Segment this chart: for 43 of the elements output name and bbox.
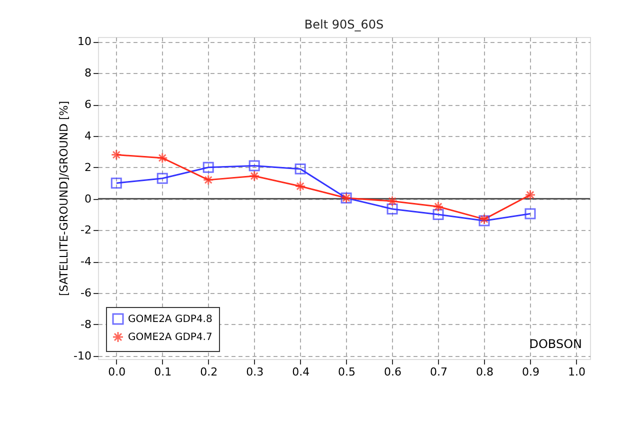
x-tick-label: 0.5 (338, 366, 356, 378)
point (156, 172, 168, 184)
point (110, 149, 122, 160)
point (202, 174, 214, 186)
y-tick-label: -6 (80, 286, 92, 300)
y-tick-label: 6 (84, 98, 92, 112)
point (156, 152, 168, 164)
annotation: DOBSON (529, 337, 582, 351)
x-tick-label: 0.9 (522, 366, 540, 378)
y-tick-label: -2 (80, 224, 92, 237)
point (432, 209, 444, 220)
x-tick-label: 0.6 (384, 366, 402, 378)
x-tick-label: 0.8 (476, 366, 494, 378)
x-tick-label: 0.1 (154, 366, 172, 378)
legend-label: GOME2A GDP4.7 (128, 332, 212, 343)
point (248, 170, 260, 182)
x-tick-label: 1.0 (568, 366, 586, 378)
point (524, 208, 536, 220)
y-tick-label: 4 (84, 129, 92, 142)
point (432, 201, 444, 212)
y-tick-label: 2 (84, 160, 92, 174)
x-tick-label: 0.3 (246, 366, 264, 378)
y-axis-title: [SATELLITE-GROUND]/GROUND [%] (58, 100, 71, 296)
legend-label: GOME2A GDP4.8 (128, 314, 212, 325)
point (248, 160, 260, 172)
y-tick-label: -8 (80, 318, 92, 331)
point (294, 180, 306, 192)
x-tick-label: 0.4 (292, 366, 310, 378)
y-tick-label: 0 (84, 192, 92, 206)
y-tick-label: 8 (84, 66, 92, 80)
point (386, 204, 398, 214)
point (110, 178, 122, 189)
chart-title: Belt 90S_60S (304, 18, 384, 32)
point (294, 163, 306, 174)
y-tick-label: 10 (78, 35, 92, 48)
point (202, 162, 214, 173)
x-tick-label: 0.0 (108, 366, 126, 378)
point (524, 189, 536, 200)
x-tick-label: 0.2 (200, 366, 218, 378)
point (386, 196, 398, 207)
y-tick-label: -10 (74, 349, 92, 362)
y-tick-label: -4 (80, 255, 92, 268)
x-tick-label: 0.7 (430, 366, 448, 378)
